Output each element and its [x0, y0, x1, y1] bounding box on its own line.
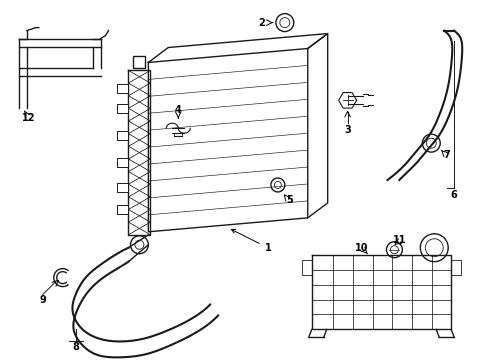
- Text: 8: 8: [72, 342, 79, 352]
- Text: 5: 5: [286, 195, 293, 205]
- Text: 12: 12: [22, 113, 36, 123]
- Text: 4: 4: [175, 105, 181, 115]
- Text: 3: 3: [344, 125, 350, 135]
- Text: 7: 7: [443, 150, 449, 160]
- FancyBboxPatch shape: [301, 260, 311, 275]
- Text: 1: 1: [231, 230, 271, 253]
- Text: 11: 11: [392, 235, 406, 245]
- FancyBboxPatch shape: [117, 131, 128, 140]
- FancyBboxPatch shape: [450, 260, 460, 275]
- Text: 2: 2: [258, 18, 264, 28]
- Text: 9: 9: [40, 294, 46, 305]
- FancyBboxPatch shape: [117, 104, 128, 113]
- Text: 6: 6: [450, 190, 457, 200]
- Text: 10: 10: [354, 243, 367, 253]
- FancyBboxPatch shape: [117, 84, 128, 93]
- FancyBboxPatch shape: [117, 206, 128, 214]
- FancyBboxPatch shape: [117, 184, 128, 193]
- FancyBboxPatch shape: [133, 57, 145, 68]
- FancyBboxPatch shape: [117, 158, 128, 167]
